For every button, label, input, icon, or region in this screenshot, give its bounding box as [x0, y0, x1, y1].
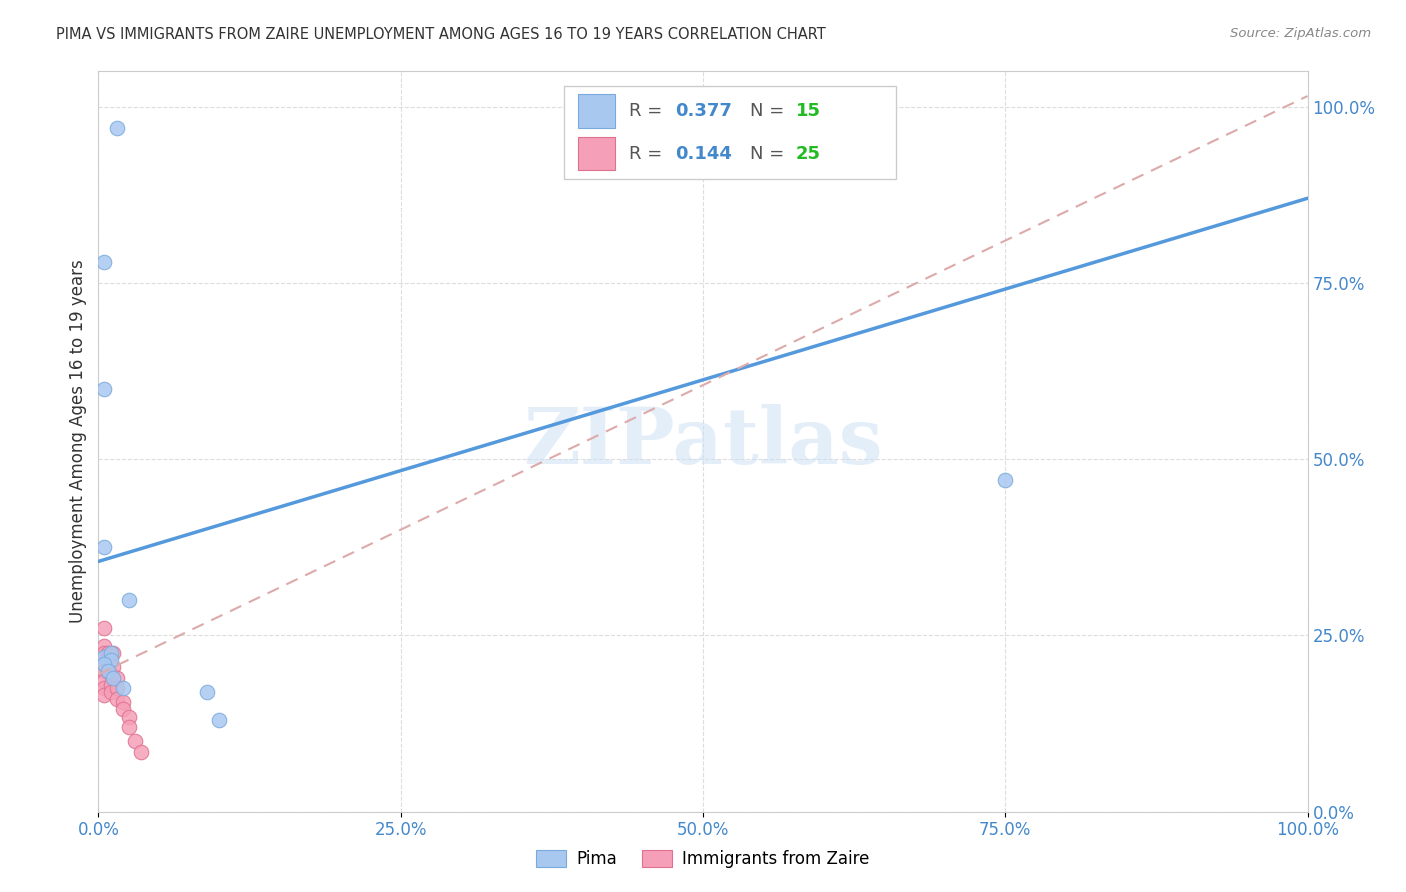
Point — [111, 695, 134, 709]
Text: N =: N = — [751, 103, 790, 120]
Point — [93, 657, 115, 671]
Text: 0.144: 0.144 — [675, 145, 733, 162]
FancyBboxPatch shape — [564, 87, 897, 178]
Text: Source: ZipAtlas.com: Source: ZipAtlas.com — [1230, 27, 1371, 40]
Point — [105, 692, 128, 706]
Y-axis label: Unemployment Among Ages 16 to 19 years: Unemployment Among Ages 16 to 19 years — [69, 260, 87, 624]
Text: ZIPatlas: ZIPatlas — [523, 403, 883, 480]
Text: 15: 15 — [796, 103, 821, 120]
Point — [97, 646, 120, 660]
Point — [93, 657, 115, 671]
Point — [100, 667, 122, 681]
Point — [111, 681, 134, 696]
Point — [93, 689, 115, 703]
Legend: Pima, Immigrants from Zaire: Pima, Immigrants from Zaire — [530, 843, 876, 875]
Point — [101, 660, 124, 674]
Text: N =: N = — [751, 145, 790, 162]
Point — [93, 649, 115, 664]
Text: PIMA VS IMMIGRANTS FROM ZAIRE UNEMPLOYMENT AMONG AGES 16 TO 19 YEARS CORRELATION: PIMA VS IMMIGRANTS FROM ZAIRE UNEMPLOYME… — [56, 27, 825, 42]
Point — [994, 473, 1017, 487]
Text: R =: R = — [630, 103, 668, 120]
Point — [93, 382, 115, 396]
Point — [105, 681, 128, 696]
Point — [101, 671, 124, 685]
Point — [93, 541, 115, 555]
FancyBboxPatch shape — [578, 95, 614, 128]
Point — [93, 639, 115, 653]
FancyBboxPatch shape — [578, 137, 614, 170]
Point — [129, 745, 152, 759]
Point — [93, 254, 115, 268]
Point — [111, 702, 134, 716]
Point — [93, 674, 115, 689]
Point — [97, 664, 120, 678]
Point — [100, 653, 122, 667]
Point — [97, 664, 120, 678]
Point — [101, 646, 124, 660]
Text: 0.377: 0.377 — [675, 103, 733, 120]
Point — [100, 646, 122, 660]
Point — [97, 653, 120, 667]
Point — [124, 734, 146, 748]
Text: 25: 25 — [796, 145, 821, 162]
Point — [100, 678, 122, 692]
Point — [93, 646, 115, 660]
Point — [105, 671, 128, 685]
Point — [100, 685, 122, 699]
Point — [118, 720, 141, 734]
Point — [93, 621, 115, 635]
Point — [208, 713, 231, 727]
Point — [93, 681, 115, 696]
Point — [105, 120, 128, 135]
Point — [195, 685, 218, 699]
Point — [93, 664, 115, 678]
Text: R =: R = — [630, 145, 668, 162]
Point — [118, 709, 141, 723]
Point — [118, 593, 141, 607]
